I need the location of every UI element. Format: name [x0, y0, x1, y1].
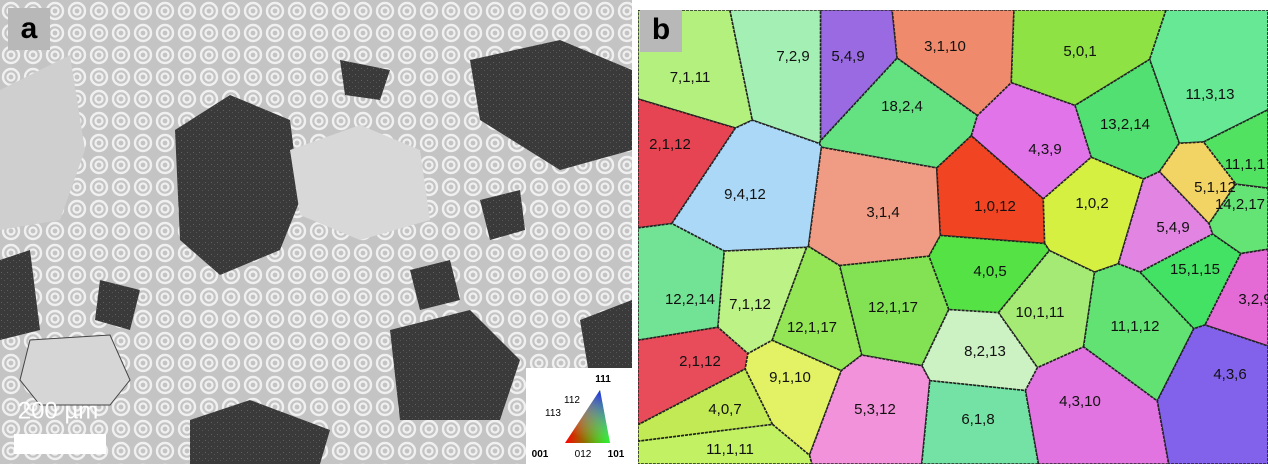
- grain-label: 3,1,4: [866, 204, 899, 221]
- grain-label: 8,2,13: [964, 343, 1006, 360]
- grain-label: 14,2,17: [1215, 196, 1265, 213]
- dark-grains: [0, 40, 632, 464]
- grain: [1010, 10, 1167, 107]
- panel-label: b: [652, 13, 670, 46]
- panel-label-box: [8, 8, 50, 50]
- grain-label: 3,1,10: [924, 38, 966, 55]
- grain-label: 6,1,8: [961, 411, 994, 428]
- grain: [808, 354, 931, 464]
- grain-label: 9,4,12: [724, 186, 766, 203]
- ipf-corner: 001: [532, 449, 549, 460]
- ipf-edge: 113: [545, 408, 561, 419]
- bright-grain: [19, 334, 131, 406]
- grain-label: 12,2,14: [665, 291, 715, 308]
- ipf-legend: 111 001 101 112 113 012: [526, 368, 632, 464]
- grain-label: 9,1,10: [769, 369, 811, 386]
- grain-label: 7,1,12: [729, 296, 771, 313]
- grain: [935, 134, 1046, 245]
- grain-label: 5,1,12: [1194, 179, 1236, 196]
- grain-label: 12,1,17: [868, 299, 918, 316]
- bright-grain: [0, 55, 85, 230]
- grain-label: 11,1,12: [1111, 318, 1160, 335]
- panel-label-box: [640, 10, 682, 52]
- ipf-edge: 112: [564, 395, 580, 406]
- grain-label: 13,2,14: [1100, 116, 1150, 133]
- grain-label: 5,4,9: [1156, 219, 1189, 236]
- ipf-corner: 111: [595, 374, 611, 385]
- grain-label: 7,1,11: [670, 69, 711, 86]
- grain-label: 7,2,9: [776, 48, 809, 65]
- grain: [1203, 248, 1268, 347]
- grain-label: 12,1,17: [787, 319, 837, 336]
- grain: [771, 245, 863, 372]
- grain-label: 5,4,9: [831, 48, 864, 65]
- grain-label: 4,0,5: [973, 263, 1006, 280]
- grain-label: 1,0,2: [1075, 195, 1108, 212]
- bright-grain: [290, 125, 430, 240]
- grain-label: 11,1,11: [706, 441, 754, 458]
- grain-label: 2,1,12: [679, 353, 721, 370]
- panel-b: 5,4,9 3,1,10 5,0,1 7,2,9 7,1,11 18,2,4 11,3,13…: [638, 10, 1268, 464]
- ipf-corner: 101: [608, 449, 625, 460]
- grain-label: 11,3,13: [1186, 86, 1235, 103]
- grain: [638, 423, 813, 464]
- grain-label: 5,3,12: [854, 401, 896, 418]
- scale-label: 200 µm: [18, 397, 99, 424]
- grain-label: 2,1,12: [649, 136, 691, 153]
- panel-a: a 200 µm 111 001 101 112 113 012: [0, 0, 632, 464]
- scale-bar: [14, 434, 106, 454]
- grain: [638, 222, 726, 342]
- grain-label: 4,3,9: [1028, 141, 1061, 158]
- grain-label: 15,1,15: [1170, 261, 1220, 278]
- grain-label: 4,3,10: [1059, 393, 1101, 410]
- grain-label: 18,2,4: [881, 98, 923, 115]
- grain: [1158, 141, 1237, 226]
- grain-label: 5,0,1: [1063, 43, 1096, 60]
- grain: [1024, 346, 1170, 464]
- grain-label: 10,1,11: [1016, 304, 1065, 321]
- grain-label: 11,1,1: [1225, 156, 1266, 173]
- grain-label: 4,3,6: [1213, 366, 1246, 383]
- ipf-edge: 012: [575, 449, 592, 460]
- grain: [920, 379, 1040, 464]
- grain-label: 3,2,9: [1238, 291, 1268, 308]
- grain-label: 4,0,7: [708, 401, 741, 418]
- panel-label: a: [21, 12, 38, 45]
- grain-label: 1,0,12: [974, 198, 1016, 215]
